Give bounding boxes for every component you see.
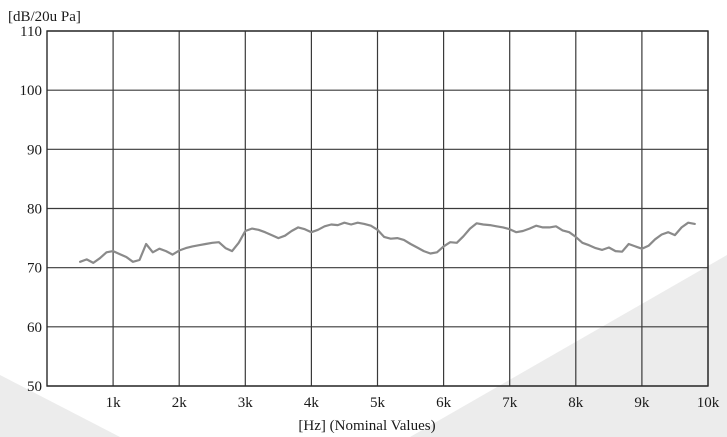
y-tick-label: 100 — [20, 83, 43, 99]
y-tick-label: 110 — [20, 24, 42, 40]
x-tick-labels: 1k 2k 3k 4k 5k 6k 7k 8k 9k 10k — [106, 395, 720, 411]
x-tick-label: 5k — [370, 395, 386, 411]
y-tick-label: 80 — [27, 202, 42, 218]
x-axis-label: [Hz] (Nominal Values) — [298, 418, 435, 434]
series-group — [78, 221, 696, 264]
x-tick-label: 7k — [502, 395, 518, 411]
y-tick-label: 60 — [27, 320, 42, 336]
series-line — [78, 221, 696, 264]
y-axis-label: [dB/20u Pa] — [8, 9, 81, 25]
x-tick-label: 10k — [697, 395, 720, 411]
plot-area — [46, 30, 709, 387]
y-tick-label: 50 — [27, 379, 42, 395]
x-tick-label: 6k — [436, 395, 452, 411]
x-tick-label: 8k — [568, 395, 584, 411]
y-tick-label: 70 — [27, 261, 42, 277]
x-tick-label: 2k — [172, 395, 188, 411]
background-shade-left — [0, 375, 120, 437]
background-shade — [410, 255, 727, 437]
y-tick-labels: 50 60 70 80 90 100 110 — [20, 24, 43, 395]
y-tick-label: 90 — [27, 142, 42, 158]
x-tick-label: 3k — [238, 395, 254, 411]
x-tick-label: 1k — [106, 395, 122, 411]
x-tick-label: 4k — [304, 395, 320, 411]
x-tick-label: 9k — [634, 395, 650, 411]
